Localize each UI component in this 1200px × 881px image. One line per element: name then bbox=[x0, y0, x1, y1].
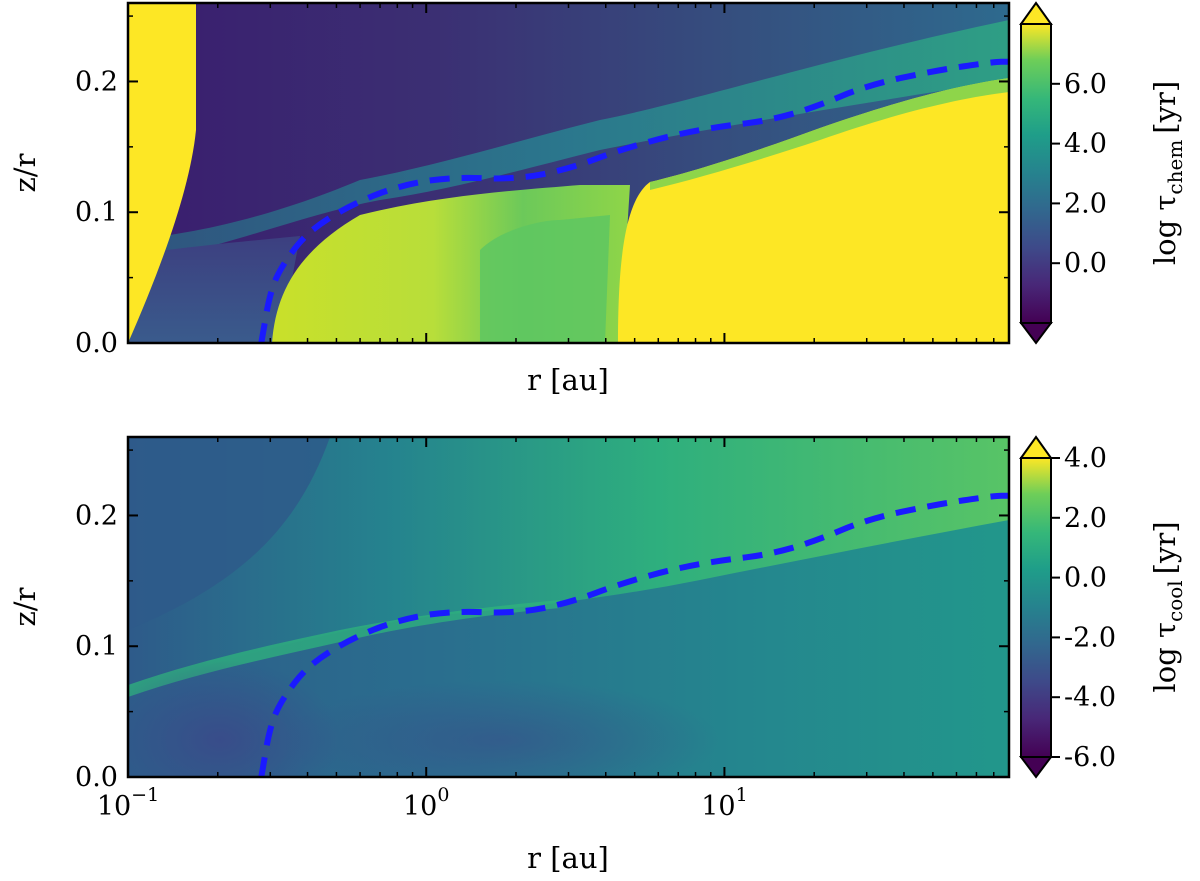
bottom-colorbar: -6.0 -4.0 -2.0 0.0 2.0 4.0 log τcool [yr] bbox=[1019, 435, 1187, 779]
top-region-green-strip bbox=[480, 215, 610, 343]
bottom-colorbar-tick-label: 0.0 bbox=[1064, 563, 1107, 594]
top-colorbar-extend-max bbox=[1019, 1, 1053, 25]
bottom-colorbar-frame bbox=[1020, 457, 1052, 758]
top-region-outer-disk bbox=[618, 78, 1009, 343]
bottom-y-tick-label: 0.0 bbox=[75, 762, 118, 793]
top-region-lower-left bbox=[128, 236, 300, 343]
top-colorbar-tick-label: 6.0 bbox=[1064, 69, 1107, 100]
bottom-y-axis-label: z/r bbox=[8, 587, 42, 626]
top-y-tick-label: 0.1 bbox=[75, 197, 118, 228]
bottom-panel: 0.00.10.210−1 100 101 r [au] z/r -6.0-4.0-… bbox=[8, 435, 1187, 875]
top-y-tick-label: 0.0 bbox=[75, 328, 118, 359]
top-colorbar-tick-label: 2.0 bbox=[1064, 188, 1107, 219]
x-tick-label-base: 10 bbox=[97, 791, 131, 822]
bottom-colorbar-extend-min bbox=[1019, 756, 1053, 779]
top-boundary-contour bbox=[258, 58, 1009, 343]
top-region-outer-edge bbox=[650, 78, 1009, 190]
top-colorbar-extend-min bbox=[1019, 322, 1053, 345]
bottom-x-tick-label: 10−1 bbox=[97, 784, 159, 822]
top-colorbar: 0.0 2.0 4.0 6.0 log τchem [yr] bbox=[1019, 1, 1187, 345]
bottom-region-upper-left bbox=[128, 437, 330, 630]
top-colorbar-tick-label: 4.0 bbox=[1064, 129, 1107, 160]
bottom-colorbar-label-main: log τ bbox=[1148, 622, 1182, 693]
top-axes: 0.0 0.1 0.2 bbox=[75, 3, 1010, 359]
top-x-axis-label: r [au] bbox=[527, 363, 609, 397]
bottom-x-axis-label: r [au] bbox=[527, 841, 609, 875]
top-region-inner-wall bbox=[128, 3, 196, 343]
top-colorbar-tick-label: 0.0 bbox=[1064, 248, 1107, 279]
top-y-axis-label: z/r bbox=[8, 153, 42, 192]
top-y-tick-label: 0.2 bbox=[75, 66, 118, 97]
x-tick-label-base: 10 bbox=[403, 791, 437, 822]
top-colorbar-ticks: 0.0 2.0 4.0 6.0 bbox=[1051, 69, 1107, 279]
bottom-x-tick-label: 101 bbox=[701, 784, 747, 822]
bottom-region-bright-streak bbox=[128, 600, 560, 697]
bottom-colorbar-label-unit: [yr] bbox=[1148, 521, 1182, 574]
x-tick-label-exponent: 1 bbox=[736, 784, 748, 806]
bottom-region-dark-midplane bbox=[280, 680, 720, 777]
top-colorbar-label-sub: chem bbox=[1163, 140, 1187, 195]
top-colorbar-label-unit: [yr] bbox=[1148, 81, 1182, 134]
bottom-heatmap bbox=[128, 437, 1009, 777]
x-tick-label-exponent: −1 bbox=[131, 784, 159, 806]
bottom-colorbar-extend-max bbox=[1019, 435, 1053, 459]
bottom-y-tick-label: 0.1 bbox=[75, 631, 118, 662]
x-tick-label-exponent: 0 bbox=[437, 784, 449, 806]
bottom-region-upper bbox=[128, 437, 1009, 690]
bottom-y-tick-label: 0.2 bbox=[75, 500, 118, 531]
x-tick-label-base: 10 bbox=[701, 791, 735, 822]
bottom-axes: 0.00.10.210−1 100 101 bbox=[75, 437, 1010, 822]
bottom-colorbar-tick-label: -6.0 bbox=[1064, 742, 1116, 773]
bottom-colorbar-ticks: -6.0 -4.0 -2.0 0.0 2.0 4.0 bbox=[1051, 443, 1116, 773]
top-panel: 0.0 0.1 0.2 r [au] z/r 0.0 2.0 4.0 6.0 log τc… bbox=[8, 1, 1187, 397]
bottom-colorbar-tick-label: -4.0 bbox=[1064, 682, 1116, 713]
top-colorbar-label: log τchem [yr] bbox=[1148, 81, 1187, 265]
bottom-colorbar-tick-label: 4.0 bbox=[1064, 443, 1107, 474]
bottom-x-tick-label: 100 bbox=[403, 784, 449, 822]
bottom-colorbar-tick-label: -2.0 bbox=[1064, 622, 1116, 653]
top-colorbar-frame bbox=[1020, 23, 1052, 324]
top-heatmap bbox=[128, 3, 1009, 343]
top-colorbar-gradient bbox=[1021, 24, 1051, 323]
bottom-colorbar-label-sub: cool bbox=[1163, 580, 1187, 622]
bottom-colorbar-tick-label: 2.0 bbox=[1064, 503, 1107, 534]
bottom-boundary-contour bbox=[258, 492, 1009, 777]
bottom-colorbar-label: log τcool [yr] bbox=[1148, 521, 1187, 692]
bottom-colorbar-gradient bbox=[1021, 458, 1051, 757]
top-region-transition-band bbox=[128, 20, 1009, 265]
top-colorbar-label-main: log τ bbox=[1148, 195, 1182, 266]
